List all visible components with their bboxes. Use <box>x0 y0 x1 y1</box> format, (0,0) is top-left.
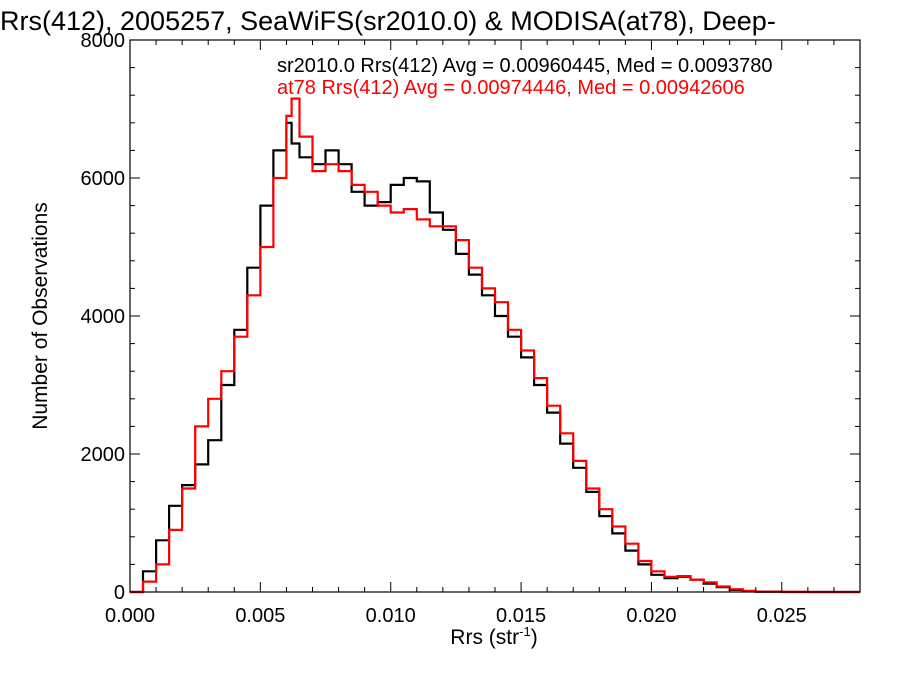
x-tick-label: 0.005 <box>235 605 285 627</box>
x-tick-label: 0.015 <box>496 605 546 627</box>
x-tick-label: 0.010 <box>366 605 416 627</box>
legend-entry-sr2010: sr2010.0 Rrs(412) Avg = 0.00960445, Med … <box>277 55 773 77</box>
y-tick-label: 6000 <box>81 168 126 190</box>
series-line-0 <box>130 121 860 594</box>
x-tick-label: 0.025 <box>757 605 807 627</box>
y-tick-label: 8000 <box>81 30 126 52</box>
x-tick-label: 0.000 <box>105 605 155 627</box>
x-tick-label: 0.020 <box>626 605 676 627</box>
legend-entry-at78: at78 Rrs(412) Avg = 0.00974446, Med = 0.… <box>277 77 745 99</box>
x-axis-label: Rrs (str-1) <box>450 624 537 650</box>
chart-title: Rrs(412), 2005257, SeaWiFS(sr2010.0) & M… <box>0 6 776 36</box>
x-axis-label-tail: ) <box>530 626 538 649</box>
x-axis-label-sup: -1 <box>519 624 531 639</box>
y-tick-label: 0 <box>114 582 125 604</box>
x-axis-label-main: Rrs (str <box>450 626 520 649</box>
y-tick-label: 2000 <box>81 444 126 466</box>
series-line-1 <box>130 97 860 594</box>
y-tick-label: 4000 <box>81 306 126 328</box>
